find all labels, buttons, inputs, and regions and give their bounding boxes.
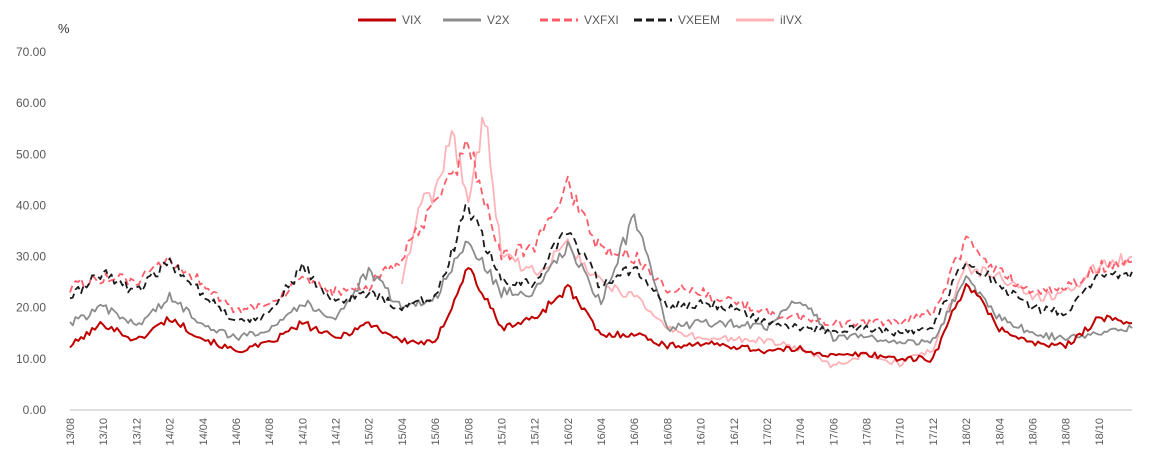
x-tick-label: 13/08 — [65, 418, 77, 446]
x-tick-label: 14/12 — [331, 418, 343, 446]
y-tick-label: 50.00 — [16, 147, 46, 161]
x-tick-label: 17/06 — [828, 418, 840, 446]
legend-label-iivx: iIVX — [780, 13, 802, 27]
x-tick-label: 15/06 — [430, 418, 442, 446]
x-tick-label: 15/12 — [530, 418, 542, 446]
x-tick-label: 17/02 — [762, 418, 774, 446]
series-line-v2x — [69, 213, 1133, 346]
x-tick-label: 15/04 — [397, 418, 409, 446]
series-line-vxfxi — [69, 139, 1133, 328]
x-tick-label: 17/08 — [862, 418, 874, 446]
y-tick-label: 0.00 — [23, 403, 47, 417]
y-axis: 0.00 10.00 20.00 30.00 40.00 50.00 60.00 70.00 — [16, 45, 46, 417]
y-tick-label: 20.00 — [16, 301, 46, 315]
x-tick-label: 18/04 — [994, 418, 1006, 446]
x-tick-label: 18/08 — [1061, 418, 1073, 446]
series-line-iivx — [401, 116, 1133, 369]
x-tick-label: 13/12 — [131, 418, 143, 446]
x-tick-label: 14/04 — [198, 418, 210, 446]
x-tick-label: 16/02 — [563, 418, 575, 446]
y-unit-label: % — [58, 21, 70, 36]
plot-area — [69, 116, 1133, 369]
x-tick-label: 13/10 — [98, 418, 110, 446]
y-tick-label: 40.00 — [16, 198, 46, 212]
y-tick-label: 30.00 — [16, 250, 46, 264]
x-tick-label: 14/10 — [297, 418, 309, 446]
x-tick-label: 14/08 — [264, 418, 276, 446]
x-tick-label: 16/06 — [629, 418, 641, 446]
x-tick-label: 18/02 — [961, 418, 973, 446]
legend-label-v2x: V2X — [487, 13, 510, 27]
y-tick-label: 60.00 — [16, 96, 46, 110]
x-tick-label: 18/10 — [1094, 418, 1106, 446]
legend: VIX V2X VXFXI VXEEM iIVX — [358, 13, 802, 27]
x-tick-label: 15/08 — [463, 418, 475, 446]
x-tick-label: 15/10 — [496, 418, 508, 446]
x-tick-label: 16/04 — [596, 418, 608, 446]
x-tick-label: 17/10 — [895, 418, 907, 446]
x-tick-label: 17/12 — [928, 418, 940, 446]
x-tick-label: 18/06 — [1027, 418, 1039, 446]
x-tick-label: 14/06 — [231, 418, 243, 446]
legend-label-vxeem: VXEEM — [678, 13, 720, 27]
legend-label-vix: VIX — [402, 13, 421, 27]
legend-label-vxfxi: VXFXI — [584, 13, 619, 27]
x-tick-label: 16/12 — [729, 418, 741, 446]
y-tick-label: 70.00 — [16, 45, 46, 59]
y-tick-label: 10.00 — [16, 352, 46, 366]
series-line-vxeem — [69, 204, 1133, 337]
x-tick-label: 16/10 — [696, 418, 708, 446]
x-axis: 13/08 13/10 13/12 14/02 14/04 14/06 14/08 14/10… — [65, 409, 1132, 446]
x-tick-label: 17/04 — [795, 418, 807, 446]
x-tick-label: 14/02 — [165, 418, 177, 446]
x-tick-label: 15/02 — [364, 418, 376, 446]
x-tick-label: 16/08 — [662, 418, 674, 446]
series-line-vix — [69, 267, 1133, 363]
